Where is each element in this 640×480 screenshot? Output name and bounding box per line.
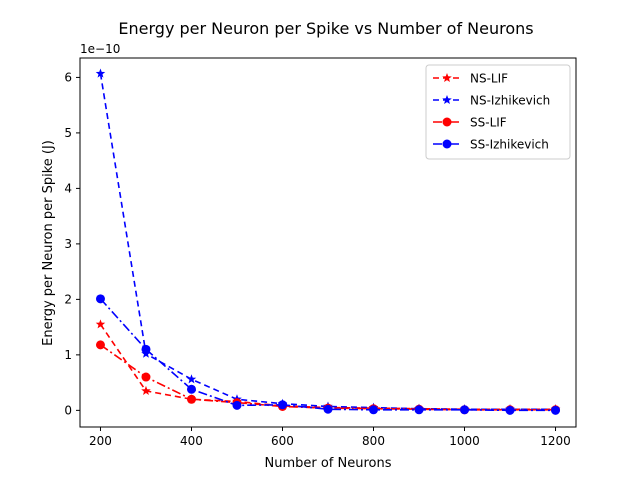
x-tick-label: 600 — [271, 434, 294, 448]
plot-frame — [79, 57, 577, 428]
series-line-ss-izhikevich — [99, 298, 556, 412]
plot-area: 200 400 600 800 1000 1200 0 1 2 3 4 5 6 — [64, 68, 571, 448]
legend-marker — [442, 117, 452, 127]
data-point-ns-izhikevich — [95, 68, 106, 78]
y-tick-label: 4 — [64, 181, 72, 195]
data-point-ss-lif — [186, 394, 196, 404]
legend-marker — [442, 73, 452, 83]
data-point-ns-lif — [95, 319, 106, 329]
x-tick-label: 400 — [180, 434, 203, 448]
data-point-ss-izhikevich — [141, 344, 151, 354]
data-point-ss-lif — [95, 340, 105, 350]
x-tick-label: 1200 — [540, 434, 571, 448]
series-line-ss-lif — [100, 344, 556, 411]
x-tick-label: 1000 — [449, 434, 480, 448]
data-point-ss-izhikevich — [414, 405, 424, 415]
x-tick-label: 800 — [362, 434, 385, 448]
x-tick-label: 200 — [89, 434, 112, 448]
legend-box — [425, 64, 571, 160]
data-point-ss-izhikevich — [186, 384, 196, 394]
legend-label: SS-Izhikevich — [470, 138, 549, 152]
y-tick-label: 0 — [64, 403, 72, 417]
data-point-ss-izhikevich — [505, 405, 515, 415]
legend-label: SS-LIF — [470, 116, 507, 130]
x-axis-label: Number of Neurons — [264, 456, 391, 471]
y-axis-label: Energy per Neuron per Spike (J) — [41, 140, 56, 346]
data-point-ns-lif — [141, 385, 151, 395]
data-point-ss-izhikevich — [277, 400, 287, 410]
y-tick-label: 6 — [64, 70, 72, 84]
data-point-ss-izhikevich — [551, 405, 561, 415]
legend-label: NS-Izhikevich — [470, 94, 550, 108]
y-tick-label: 3 — [64, 237, 72, 251]
data-point-ss-izhikevich — [232, 400, 242, 410]
data-point-ss-izhikevich — [369, 405, 379, 415]
chart-title: Energy per Neuron per Spike vs Number of… — [118, 19, 533, 38]
legend-marker — [442, 95, 452, 105]
y-offset-label: 1e−10 — [80, 42, 120, 56]
data-point-ss-lif — [141, 372, 151, 382]
legend-label: NS-LIF — [470, 72, 508, 86]
data-point-ss-izhikevich — [323, 404, 333, 414]
y-tick-label: 2 — [64, 292, 72, 306]
data-point-ns-izhikevich — [186, 374, 197, 384]
y-tick-label: 1 — [64, 348, 72, 362]
y-tick-label: 5 — [64, 126, 72, 140]
data-point-ss-izhikevich — [95, 294, 105, 304]
legend-marker — [442, 139, 452, 149]
data-point-ss-izhikevich — [460, 405, 470, 415]
legend: NS-LIF NS-Izhikevich SS-LIF SS-Izhikevich — [425, 64, 571, 160]
